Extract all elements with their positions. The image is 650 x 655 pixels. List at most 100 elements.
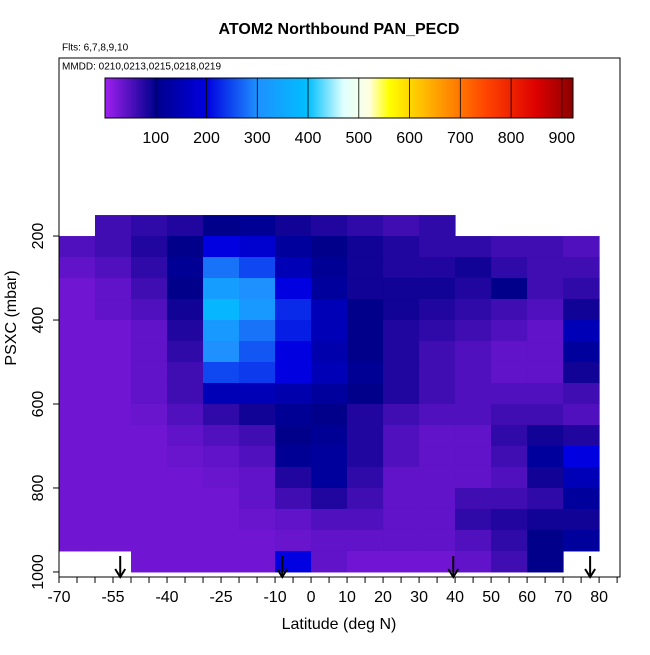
flight-marker-head xyxy=(276,568,289,579)
x-tick-label: 60 xyxy=(518,589,536,606)
heat-cell xyxy=(203,466,240,489)
heat-cell xyxy=(203,445,240,468)
heat-cell xyxy=(563,404,600,426)
heat-cell xyxy=(491,487,528,510)
heat-cell xyxy=(527,278,564,300)
heat-cell xyxy=(527,487,564,510)
heat-cell xyxy=(563,278,600,300)
heat-cell xyxy=(563,341,600,363)
heat-cell xyxy=(203,550,240,573)
heat-cell xyxy=(275,466,312,489)
flight-marker xyxy=(584,556,596,579)
heat-cell xyxy=(203,362,240,384)
x-tick-label: -70 xyxy=(47,589,70,606)
x-tick-label: 80 xyxy=(590,589,608,606)
heat-cell xyxy=(131,341,168,363)
heat-cell xyxy=(527,236,564,258)
heat-cell xyxy=(419,215,456,237)
heat-cell xyxy=(275,320,312,342)
heat-cell xyxy=(275,257,312,279)
heat-cell xyxy=(95,445,132,468)
heat-cell xyxy=(239,508,276,531)
x-tick-label: 40 xyxy=(446,589,464,606)
heat-cell xyxy=(491,236,528,258)
heat-cell xyxy=(455,466,492,489)
heat-cell xyxy=(563,299,600,321)
heat-cell xyxy=(167,487,204,510)
heat-cell xyxy=(131,445,168,468)
heat-cell xyxy=(347,383,384,405)
heat-cell xyxy=(527,445,564,468)
heat-cell xyxy=(311,383,348,405)
heat-cell xyxy=(419,466,456,489)
heat-cell xyxy=(347,320,384,342)
x-axis-label: Latitude (deg N) xyxy=(282,616,397,633)
heat-cell xyxy=(131,299,168,321)
annotation: MMDD: 0210,0213,0215,0218,0219 xyxy=(62,62,221,73)
heat-cell xyxy=(95,278,132,300)
heat-cell xyxy=(347,404,384,426)
heat-cell xyxy=(275,215,312,237)
heat-cell xyxy=(383,404,420,426)
heat-cell xyxy=(455,424,492,447)
heat-cell xyxy=(203,320,240,342)
heat-cell xyxy=(167,404,204,426)
heat-cell xyxy=(347,508,384,531)
heat-cell xyxy=(167,550,204,573)
heat-cell xyxy=(563,466,600,489)
heat-cell xyxy=(311,257,348,279)
heat-cell xyxy=(311,341,348,363)
heat-cell xyxy=(59,236,96,258)
heat-cell xyxy=(95,466,132,489)
heat-cell xyxy=(311,424,348,447)
heat-cell xyxy=(455,445,492,468)
heat-cell xyxy=(311,487,348,510)
heat-cell xyxy=(239,257,276,279)
heat-cell xyxy=(59,529,96,552)
y-tick-label: 600 xyxy=(30,391,47,418)
heat-cell xyxy=(239,236,276,258)
heat-cell xyxy=(347,299,384,321)
heat-cell xyxy=(311,278,348,300)
heat-cell xyxy=(491,278,528,300)
heat-cell xyxy=(347,278,384,300)
heat-cell xyxy=(419,445,456,468)
heat-cell xyxy=(527,362,564,384)
colorbar-tick-label: 400 xyxy=(295,130,322,147)
heat-cell xyxy=(275,445,312,468)
heat-cell xyxy=(167,341,204,363)
heat-cell xyxy=(239,404,276,426)
x-tick-label: -10 xyxy=(263,589,286,606)
heat-cell xyxy=(239,445,276,468)
colorbar xyxy=(104,77,574,119)
heat-cell xyxy=(131,508,168,531)
x-tick-label: -25 xyxy=(209,589,232,606)
heat-cell xyxy=(563,424,600,447)
heat-cell xyxy=(491,529,528,552)
heat-cell xyxy=(527,341,564,363)
heat-cell xyxy=(527,299,564,321)
heat-cell xyxy=(239,466,276,489)
heat-cell xyxy=(59,299,96,321)
heat-cell xyxy=(167,236,204,258)
heat-cell xyxy=(383,236,420,258)
heat-cell xyxy=(203,278,240,300)
colorbar-tick-label: 800 xyxy=(498,130,525,147)
heat-cell xyxy=(455,362,492,384)
heat-cell xyxy=(347,257,384,279)
chart-title: ATOM2 Northbound PAN_PECD xyxy=(219,21,460,38)
heat-cell xyxy=(383,383,420,405)
heat-cell xyxy=(455,550,492,573)
heat-cell xyxy=(455,278,492,300)
heat-cell xyxy=(239,362,276,384)
heat-cell xyxy=(491,383,528,405)
heat-cell xyxy=(347,362,384,384)
heat-cell xyxy=(347,550,384,573)
heat-cell xyxy=(311,550,348,573)
heat-cell xyxy=(203,341,240,363)
heat-cell xyxy=(419,550,456,573)
heat-cell xyxy=(167,362,204,384)
heat-cell xyxy=(383,424,420,447)
heat-cell xyxy=(455,341,492,363)
heat-cell xyxy=(239,215,276,237)
